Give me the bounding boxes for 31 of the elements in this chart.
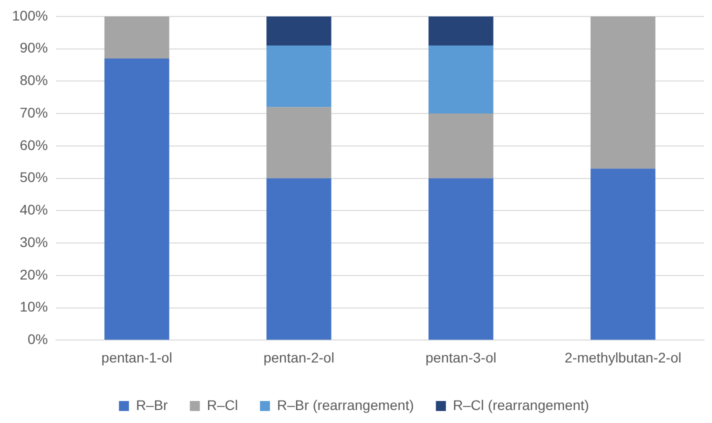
bar	[590, 168, 656, 340]
y-tick-label: 20%	[20, 266, 48, 282]
x-tick-label: pentan-3-ol	[426, 349, 496, 366]
bar	[428, 114, 494, 178]
legend-label: R–Cl	[206, 396, 238, 413]
bar	[104, 16, 170, 58]
bar	[266, 107, 332, 178]
x-tick-label: pentan-2-ol	[263, 349, 334, 366]
y-tick-label: 100%	[12, 7, 48, 24]
y-tick-label: 90%	[20, 40, 48, 56]
legend-label: R–Br	[136, 396, 168, 413]
bar	[266, 178, 332, 340]
y-tick-label: 60%	[20, 136, 48, 153]
bar	[590, 16, 656, 169]
y-tick-label: 0%	[28, 331, 48, 348]
y-tick-label: 10%	[20, 298, 48, 315]
bar	[428, 178, 494, 340]
y-tick-label: 50%	[20, 169, 48, 186]
y-tick-label: 80%	[20, 72, 48, 88]
x-tick-label: 2-methylbutan-2-ol	[564, 349, 682, 366]
y-tick-label: 30%	[20, 234, 48, 250]
bar	[428, 46, 494, 114]
y-tick-label: 70%	[20, 104, 48, 120]
bar	[104, 58, 170, 340]
x-tick-label: pentan-1-ol	[101, 349, 172, 366]
bar	[266, 46, 332, 108]
legend-label: R–Br (rearrangement)	[276, 396, 414, 413]
legend-label: R–Cl (rearrangement)	[452, 396, 590, 413]
bar	[266, 16, 332, 46]
bar	[428, 16, 494, 46]
y-tick-label: 40%	[20, 202, 48, 218]
